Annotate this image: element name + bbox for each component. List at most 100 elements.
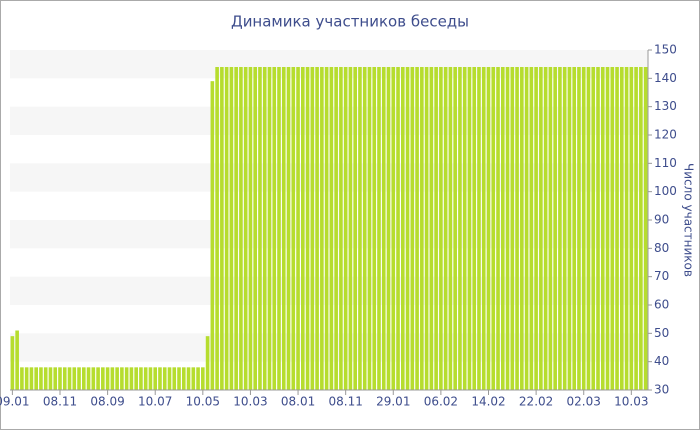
bar (362, 67, 367, 390)
bar (191, 367, 196, 390)
x-tick-label: 08.11 (43, 395, 77, 409)
bar (72, 367, 77, 390)
grid-band (10, 333, 648, 362)
bar (420, 67, 424, 390)
bar (67, 367, 72, 390)
bar (205, 336, 210, 390)
bar (391, 67, 396, 390)
bar (320, 67, 324, 390)
bar (77, 367, 81, 390)
bar (620, 67, 624, 390)
y-tick-label: 90 (654, 213, 669, 227)
bar (215, 67, 219, 390)
bar (481, 67, 486, 390)
bar (639, 67, 643, 390)
bar (301, 67, 305, 390)
bar (196, 367, 200, 390)
bar (567, 67, 572, 390)
bar (643, 67, 648, 390)
y-axis-label: Число участников (682, 163, 696, 277)
grid-band (10, 276, 648, 305)
x-tick-label: 14.02 (471, 395, 505, 409)
bar (291, 67, 296, 390)
bar (224, 67, 229, 390)
bar (91, 367, 96, 390)
bar (210, 81, 215, 391)
bar (367, 67, 372, 390)
y-tick-label: 150 (654, 43, 677, 57)
bar (53, 367, 58, 390)
bar (34, 367, 38, 390)
bar (343, 67, 348, 390)
bar (358, 67, 362, 390)
bar (58, 367, 62, 390)
bar (605, 67, 610, 390)
bar (496, 67, 500, 390)
y-tick-label: 140 (654, 71, 677, 85)
bar (405, 67, 410, 390)
bar (491, 67, 496, 390)
x-tick-label: 09.01 (0, 395, 30, 409)
bar (310, 67, 315, 390)
bar (524, 67, 529, 390)
x-tick-label: 08.01 (281, 395, 315, 409)
grid-band (10, 50, 648, 79)
x-tick-label: 29.01 (376, 395, 410, 409)
x-tick-label: 22.02 (519, 395, 553, 409)
bar (396, 67, 400, 390)
bar (539, 67, 543, 390)
y-tick-label: 120 (654, 128, 677, 142)
bar (129, 367, 134, 390)
y-tick-label: 130 (654, 99, 677, 113)
bar (267, 67, 272, 390)
chart-title: Динамика участников беседы (231, 13, 469, 31)
x-tick-label: 10.07 (138, 395, 172, 409)
bar (124, 367, 129, 390)
y-tick-label: 60 (654, 298, 669, 312)
bar (172, 367, 177, 390)
bar (158, 367, 162, 390)
grid-band (10, 220, 648, 249)
bar (153, 367, 158, 390)
bar (24, 367, 29, 390)
bar (239, 67, 243, 390)
bar (624, 67, 629, 390)
bar (262, 67, 267, 390)
bar (543, 67, 548, 390)
bar (29, 367, 34, 390)
bar (443, 67, 448, 390)
bar (424, 67, 429, 390)
bar (229, 67, 234, 390)
bar (429, 67, 434, 390)
y-tick-label: 50 (654, 326, 669, 340)
bar (353, 67, 357, 390)
bar (15, 330, 19, 390)
bar (148, 367, 153, 390)
bar (577, 67, 581, 390)
bar (243, 67, 248, 390)
bar (115, 367, 119, 390)
grid-band (10, 163, 648, 192)
y-tick-label: 110 (654, 156, 677, 170)
bar (591, 67, 596, 390)
bar (515, 67, 519, 390)
bar (120, 367, 124, 390)
bar (572, 67, 577, 390)
x-tick-label: 06.02 (424, 395, 458, 409)
bar (39, 367, 43, 390)
y-tick-label: 80 (654, 241, 669, 255)
bar (86, 367, 91, 390)
bar (258, 67, 262, 390)
bar (248, 67, 253, 390)
bar (177, 367, 181, 390)
y-tick-label: 100 (654, 184, 677, 198)
bar (277, 67, 281, 390)
bar (220, 67, 224, 390)
bar (586, 67, 591, 390)
bar (110, 367, 115, 390)
bar (334, 67, 338, 390)
bar (486, 67, 491, 390)
bar (181, 367, 186, 390)
bar (505, 67, 510, 390)
bar (615, 67, 619, 390)
